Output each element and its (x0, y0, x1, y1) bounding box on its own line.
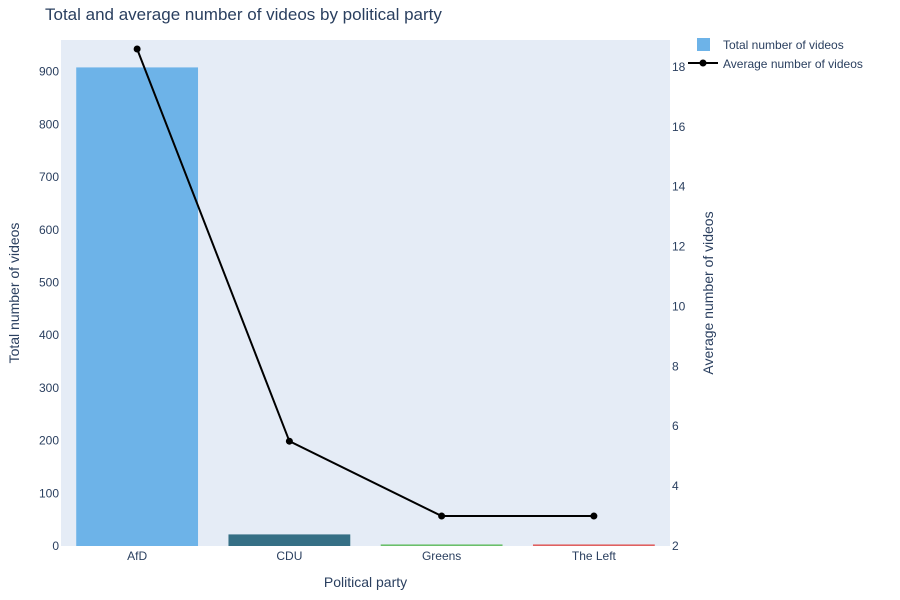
y-axis-ticks: 0 100 200 300 400 500 600 700 800 900 (39, 65, 59, 553)
legend-line-marker (699, 59, 707, 67)
y-tick-label: 700 (39, 170, 59, 184)
y-tick-label: 0 (52, 539, 59, 553)
x-tick-label: The Left (572, 549, 617, 563)
y-tick-label: 800 (39, 117, 59, 131)
y-tick-label: 100 (39, 486, 59, 500)
average-point-greens[interactable] (438, 512, 446, 520)
legend: Total number of videos Average number of… (688, 38, 863, 71)
legend-item-line[interactable]: Average number of videos (688, 57, 863, 71)
y2-tick-label: 6 (672, 419, 679, 433)
chart-title: Total and average number of videos by po… (45, 5, 442, 24)
average-line[interactable] (136, 48, 594, 518)
y2-tick-label: 8 (672, 359, 679, 373)
x-tick-label: Greens (422, 549, 461, 563)
bar-the-left[interactable] (532, 544, 655, 546)
y-tick-label: 300 (39, 381, 59, 395)
y-tick-label: 500 (39, 275, 59, 289)
y2-tick-label: 4 (672, 479, 679, 493)
x-axis-ticks: AfD CDU Greens The Left (127, 549, 616, 563)
y-tick-label: 900 (39, 65, 59, 79)
y2-tick-label: 18 (672, 60, 686, 74)
y2-tick-label: 12 (672, 240, 686, 254)
y2-tick-label: 14 (672, 180, 686, 194)
y2-tick-label: 2 (672, 539, 679, 553)
bars (76, 67, 655, 547)
average-point-afd[interactable] (133, 45, 141, 53)
y-tick-label: 400 (39, 328, 59, 342)
y2-axis-title: Average number of videos (700, 211, 716, 374)
legend-item-bars[interactable]: Total number of videos (697, 38, 844, 52)
y2-tick-label: 16 (672, 120, 686, 134)
legend-label-bars: Total number of videos (723, 38, 844, 52)
x-tick-label: AfD (127, 549, 147, 563)
average-point-cdu[interactable] (285, 437, 293, 445)
average-line-series (133, 45, 598, 520)
x-tick-label: CDU (276, 549, 302, 563)
y-tick-label: 200 (39, 434, 59, 448)
legend-bar-swatch (697, 38, 710, 51)
bar-greens[interactable] (380, 544, 503, 546)
y-axis-title: Total number of videos (6, 223, 22, 364)
bar-cdu[interactable] (228, 534, 351, 546)
legend-label-line: Average number of videos (723, 57, 863, 71)
y-tick-label: 600 (39, 223, 59, 237)
bar-afd[interactable] (76, 67, 199, 547)
y2-axis-ticks: 2 4 6 8 10 12 14 16 18 (672, 60, 686, 553)
average-point-the-left[interactable] (590, 512, 598, 520)
x-axis-title: Political party (324, 574, 407, 590)
y2-tick-label: 10 (672, 299, 686, 313)
